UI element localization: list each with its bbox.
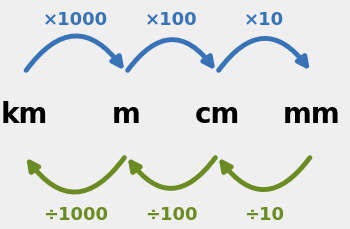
Text: ×10: ×10: [244, 11, 284, 28]
Text: ÷100: ÷100: [145, 205, 198, 223]
Text: cm: cm: [194, 101, 240, 128]
Text: ×1000: ×1000: [43, 11, 108, 28]
Text: ÷1000: ÷1000: [43, 205, 108, 223]
Text: m: m: [112, 101, 140, 128]
Text: km: km: [1, 101, 48, 128]
Text: ÷10: ÷10: [244, 205, 284, 223]
Text: ×100: ×100: [145, 11, 198, 28]
Text: mm: mm: [283, 101, 340, 128]
